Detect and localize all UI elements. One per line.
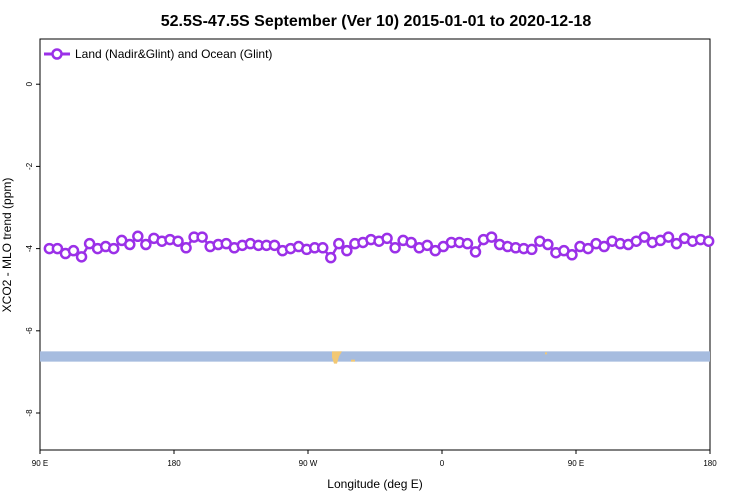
data-point [83, 237, 96, 250]
x-axis: 90 E 180 90 W 0 90 E 180 [32, 450, 717, 468]
data-point [107, 242, 120, 255]
chart-title: 52.5S-47.5S September (Ver 10) 2015-01-0… [161, 13, 592, 30]
x-tick-label: 0 [440, 459, 445, 468]
data-point [598, 240, 610, 253]
x-tick-label: 90 W [299, 459, 318, 468]
y-tick-label: -2 [25, 162, 34, 170]
land-patch-small-island [545, 352, 547, 355]
data-point [469, 246, 482, 258]
y-axis: 0 -2 -4 -6 -8 [25, 81, 40, 417]
data-point [421, 239, 434, 252]
data-point [702, 235, 715, 247]
data-point [485, 231, 498, 243]
data-point [582, 242, 594, 255]
y-axis-label: XCO2 - MLO trend (ppm) [0, 178, 14, 313]
x-tick-label: 180 [167, 459, 181, 468]
data-point [566, 249, 578, 261]
y-tick-label: -8 [25, 409, 34, 417]
legend: Land (Nadir&Glint) and Ocean (Glint) [44, 47, 272, 61]
data-point [75, 251, 88, 263]
data-point [461, 237, 474, 250]
data-point [132, 230, 144, 243]
map-strip [40, 351, 710, 364]
legend-marker-icon [51, 48, 63, 60]
y-tick-label: 0 [25, 81, 34, 86]
land-patch-south-america [332, 351, 342, 364]
data-point [51, 242, 64, 255]
data-point [389, 242, 401, 254]
data-point [662, 231, 675, 243]
data-point [67, 244, 80, 257]
y-tick-label: -6 [25, 327, 34, 335]
data-point [638, 231, 651, 243]
series-points [43, 230, 715, 264]
y-tick-label: -4 [25, 245, 34, 253]
data-point [196, 231, 208, 243]
data-point [381, 232, 393, 245]
data-point [268, 239, 281, 252]
data-point [405, 236, 417, 249]
data-point [172, 235, 184, 247]
data-point [325, 251, 337, 264]
data-point [333, 237, 345, 250]
data-point [140, 238, 152, 251]
data-point [180, 242, 192, 254]
data-point [124, 238, 136, 251]
data-point [670, 237, 683, 250]
legend-label: Land (Nadir&Glint) and Ocean (Glint) [75, 47, 272, 61]
x-tick-label: 180 [703, 459, 717, 468]
data-point [316, 242, 329, 254]
land-patch-islands [351, 359, 355, 362]
data-point [341, 244, 353, 257]
x-tick-label: 90 E [568, 459, 584, 468]
x-axis-label: Longitude (deg E) [327, 477, 422, 491]
x-tick-label: 90 E [32, 459, 48, 468]
data-point [526, 243, 538, 256]
ocean-band [40, 351, 710, 362]
data-point [542, 238, 554, 251]
